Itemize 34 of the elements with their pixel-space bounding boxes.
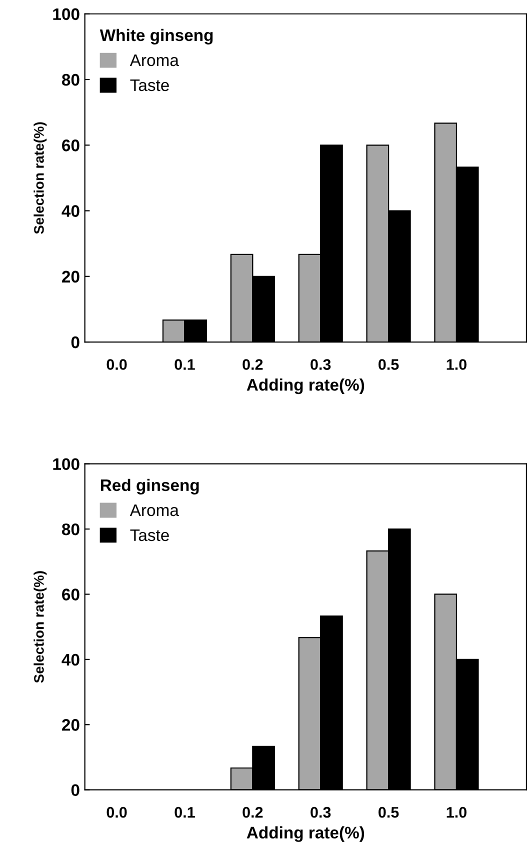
y-tick-label: 20 <box>62 719 80 731</box>
y-tick-label: 0 <box>71 336 80 348</box>
x-tick-label: 0.3 <box>310 359 331 370</box>
x-tick-label: 0.3 <box>310 806 331 818</box>
x-tick-label: 0.2 <box>242 806 263 818</box>
y-tick-label: 80 <box>62 523 80 536</box>
y-tick-label: 40 <box>62 654 80 666</box>
y-tick-label: 60 <box>62 588 80 600</box>
legend-label: Aroma <box>130 504 179 516</box>
y-tick-label: 80 <box>62 74 80 86</box>
x-tick-label: 0.0 <box>106 806 127 818</box>
x-tick-label: 1.0 <box>446 359 466 370</box>
y-tick-label: 100 <box>53 458 80 470</box>
legend-title: White ginseng <box>100 28 213 44</box>
x-tick-label: 0.5 <box>378 806 399 818</box>
x-tick-label: 0.0 <box>106 359 127 370</box>
y-tick-label: 60 <box>62 140 80 152</box>
y-axis-title: Selection rate(%) <box>34 571 47 683</box>
y-tick-label: 20 <box>62 270 80 283</box>
y-tick-label: 40 <box>62 205 80 217</box>
x-tick-label: 0.5 <box>378 359 399 370</box>
y-tick-label: 0 <box>71 784 80 796</box>
legend-label: Taste <box>130 529 169 542</box>
y-tick-label: 100 <box>53 8 80 20</box>
x-tick-label: 0.1 <box>174 806 195 818</box>
x-tick-label: 1.0 <box>446 806 466 818</box>
legend-label: Aroma <box>130 54 179 66</box>
x-tick-label: 0.1 <box>174 359 195 370</box>
x-axis-title: Adding rate(%) <box>246 378 364 394</box>
legend-title: Red ginseng <box>100 478 199 494</box>
x-tick-label: 0.2 <box>242 359 263 370</box>
x-axis-title: Adding rate(%) <box>246 826 364 842</box>
legend-label: Taste <box>130 79 169 92</box>
y-axis-title: Selection rate(%) <box>34 122 47 234</box>
